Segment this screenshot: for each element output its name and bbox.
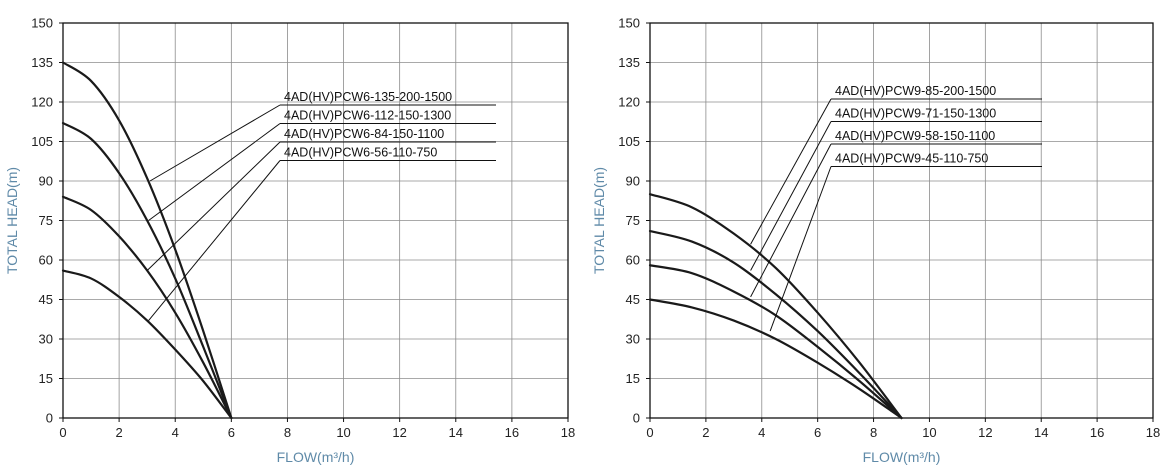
curve-2 <box>648 229 903 420</box>
x-tick-label: 14 <box>1034 425 1048 440</box>
curve-label: 4AD(HV)PCW6-84-150-1100 <box>284 127 444 141</box>
y-tick-label: 135 <box>618 55 640 70</box>
y-tick-label: 75 <box>39 213 53 228</box>
y-tick-label: 105 <box>31 134 53 149</box>
x-tick-label: 4 <box>172 425 179 440</box>
curve-2 <box>61 121 233 420</box>
y-tick-label: 90 <box>39 174 53 189</box>
curve-1 <box>648 193 903 420</box>
x-tick-label: 8 <box>284 425 291 440</box>
curve-label: 4AD(HV)PCW6-56-110-750 <box>284 146 437 160</box>
x-tick-label: 16 <box>1090 425 1104 440</box>
x-tick-label: 2 <box>115 425 122 440</box>
x-tick-label: 8 <box>870 425 877 440</box>
y-tick-label: 45 <box>626 292 640 307</box>
y-tick-label: 90 <box>626 174 640 189</box>
curve-label-leader <box>750 121 832 271</box>
curve-label: 4AD(HV)PCW9-58-150-1100 <box>835 129 995 143</box>
x-tick-label: 10 <box>922 425 936 440</box>
x-axis-title: FLOW(m³/h) <box>277 449 355 465</box>
y-tick-label: 45 <box>39 292 53 307</box>
chart-2: 0 2 4 6 8 10 12 14 16 18 0 15 30 45 60 75 90 105 120 135 150… <box>591 16 1160 466</box>
curve-label-leader <box>148 160 281 321</box>
x-tick-label: 0 <box>59 425 66 440</box>
y-axis-title: TOTAL HEAD(m) <box>591 167 607 274</box>
x-axis-title: FLOW(m³/h) <box>863 449 941 465</box>
x-tick-label: 18 <box>561 425 575 440</box>
chart-1: 0 2 4 6 8 10 12 14 16 18 0 15 30 45 60 75 90 105 120 135 150… <box>4 16 575 466</box>
x-tick-label: 6 <box>814 425 821 440</box>
x-tick-label: 4 <box>758 425 765 440</box>
curve-4 <box>61 269 233 420</box>
x-tick-label: 12 <box>392 425 406 440</box>
y-tick-label: 30 <box>39 332 53 347</box>
curve-1 <box>61 61 233 420</box>
y-tick-label: 0 <box>633 411 640 426</box>
curve-label: 4AD(HV)PCW9-85-200-1500 <box>835 84 996 98</box>
y-tick-label: 0 <box>46 411 53 426</box>
x-tick-label: 12 <box>978 425 992 440</box>
y-tick-label: 75 <box>626 213 640 228</box>
y-tick-label: 150 <box>31 16 53 31</box>
x-tick-label: 16 <box>505 425 519 440</box>
y-axis-title: TOTAL HEAD(m) <box>4 167 20 274</box>
y-tick-label: 150 <box>618 16 640 31</box>
curve-label-leader <box>146 141 281 271</box>
x-tick-label: 18 <box>1146 425 1160 440</box>
curve-label-leader <box>750 98 832 245</box>
curve-label: 4AD(HV)PCW9-71-150-1300 <box>835 107 996 121</box>
x-tick-label: 6 <box>228 425 235 440</box>
x-tick-label: 0 <box>646 425 653 440</box>
y-tick-label: 105 <box>618 134 640 149</box>
curve-label: 4AD(HV)PCW6-135-200-1500 <box>284 90 452 104</box>
x-tick-label: 14 <box>449 425 463 440</box>
curve-label-leader <box>149 104 281 182</box>
y-tick-label: 15 <box>39 371 53 386</box>
curve-4 <box>648 298 903 420</box>
y-tick-label: 135 <box>31 55 53 70</box>
y-tick-label: 30 <box>626 332 640 347</box>
y-tick-label: 120 <box>618 95 640 110</box>
curve-label-leader <box>750 143 832 298</box>
curve-label-leader <box>148 123 281 221</box>
y-tick-label: 60 <box>626 253 640 268</box>
y-tick-label: 120 <box>31 95 53 110</box>
curve-label: 4AD(HV)PCW6-112-150-1300 <box>284 109 451 123</box>
curve-3 <box>648 264 903 420</box>
y-tick-label: 60 <box>39 253 53 268</box>
x-tick-label: 2 <box>702 425 709 440</box>
curve-label-leader <box>769 166 832 332</box>
curve-label: 4AD(HV)PCW9-45-110-750 <box>835 152 988 166</box>
x-tick-label: 10 <box>336 425 350 440</box>
y-tick-label: 15 <box>626 371 640 386</box>
